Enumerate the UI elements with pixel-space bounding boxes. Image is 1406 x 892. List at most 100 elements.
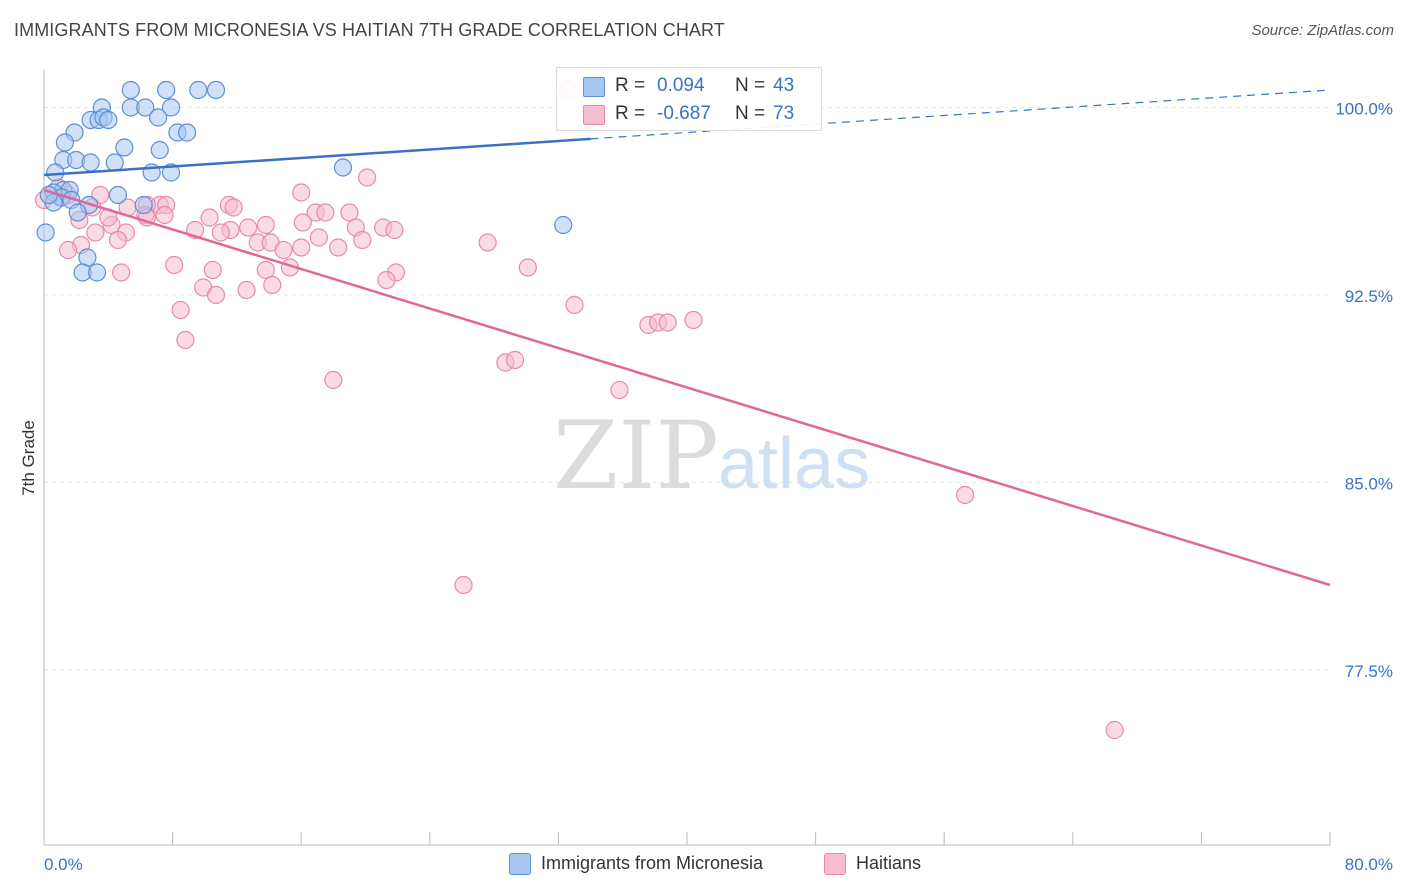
- chart-title: IMMIGRANTS FROM MICRONESIA VS HAITIAN 7T…: [14, 20, 725, 40]
- x-axis-tick-labels: 0.0% 80.0%: [44, 855, 1393, 874]
- data-point[interactable]: [59, 240, 78, 260]
- r-label: R =: [615, 103, 646, 124]
- data-point[interactable]: [256, 260, 275, 280]
- micronesia-swatch-icon: [583, 77, 605, 97]
- data-point[interactable]: [115, 138, 134, 157]
- data-point[interactable]: [237, 280, 256, 300]
- legend-label: Haitians: [856, 853, 922, 873]
- watermark: ZIP atlas: [553, 402, 870, 511]
- data-point[interactable]: [39, 185, 58, 205]
- data-point[interactable]: [377, 270, 396, 290]
- y-tick-label: 85.0%: [1345, 475, 1393, 494]
- data-point[interactable]: [293, 213, 312, 232]
- series-micronesia-points: [36, 80, 573, 282]
- data-point[interactable]: [309, 228, 328, 247]
- data-point[interactable]: [200, 208, 219, 227]
- data-point[interactable]: [87, 263, 107, 282]
- data-point[interactable]: [329, 238, 348, 257]
- legend-label: Immigrants from Micronesia: [541, 853, 764, 873]
- stats-row-haitians: R = -0.687 N = 73: [557, 100, 821, 128]
- data-point[interactable]: [292, 183, 311, 202]
- data-point[interactable]: [316, 203, 335, 222]
- data-point[interactable]: [358, 168, 377, 187]
- y-tick-label: 77.5%: [1345, 662, 1393, 681]
- data-point[interactable]: [239, 218, 258, 237]
- data-point[interactable]: [149, 108, 168, 127]
- n-value: 73: [773, 103, 795, 124]
- data-point[interactable]: [333, 158, 353, 177]
- data-point[interactable]: [211, 223, 230, 242]
- data-point[interactable]: [454, 575, 473, 595]
- n-value: 43: [773, 75, 795, 96]
- data-point[interactable]: [161, 163, 181, 182]
- data-point[interactable]: [203, 260, 222, 280]
- data-point[interactable]: [324, 370, 343, 390]
- data-point[interactable]: [518, 258, 537, 277]
- data-point[interactable]: [150, 140, 169, 160]
- data-point[interactable]: [206, 285, 226, 305]
- source-credit: Source: ZipAtlas.com: [1251, 22, 1394, 39]
- data-point[interactable]: [78, 248, 97, 267]
- stats-legend: R = 0.094 N = 43 R = -0.687 N = 73: [556, 67, 822, 131]
- trend-line-haitians: [43, 188, 1331, 587]
- y-tick-label: 100.0%: [1335, 100, 1393, 119]
- data-point[interactable]: [224, 198, 243, 217]
- data-point[interactable]: [176, 330, 195, 350]
- data-point[interactable]: [55, 133, 74, 152]
- r-label: R =: [615, 75, 646, 96]
- data-point[interactable]: [165, 255, 184, 275]
- data-point[interactable]: [68, 203, 87, 222]
- data-point[interactable]: [206, 80, 226, 100]
- haitians-legend-swatch-icon: [824, 853, 846, 875]
- data-point[interactable]: [46, 163, 65, 182]
- x-tick-label: 80.0%: [1345, 855, 1393, 874]
- y-tick-label: 92.5%: [1345, 287, 1393, 306]
- data-point[interactable]: [108, 185, 128, 205]
- data-point[interactable]: [99, 110, 118, 130]
- data-point[interactable]: [36, 223, 55, 242]
- micronesia-legend-swatch-icon: [509, 853, 531, 875]
- data-point[interactable]: [554, 215, 573, 235]
- data-point[interactable]: [189, 80, 208, 100]
- data-point[interactable]: [86, 223, 105, 242]
- data-point[interactable]: [610, 380, 629, 400]
- data-point[interactable]: [684, 310, 703, 330]
- trend-lines: [43, 89, 1331, 587]
- data-point[interactable]: [1105, 720, 1124, 740]
- data-point[interactable]: [478, 233, 497, 252]
- data-point[interactable]: [505, 350, 525, 370]
- data-point[interactable]: [136, 98, 155, 117]
- data-point[interactable]: [81, 153, 100, 172]
- data-point[interactable]: [157, 80, 176, 100]
- data-point[interactable]: [340, 203, 359, 222]
- r-value: -0.687: [657, 103, 711, 124]
- stats-row-micronesia: R = 0.094 N = 43: [557, 72, 821, 100]
- data-point[interactable]: [292, 238, 311, 257]
- data-point[interactable]: [108, 230, 128, 250]
- data-point[interactable]: [565, 295, 584, 315]
- data-point[interactable]: [112, 263, 131, 282]
- data-point[interactable]: [121, 80, 140, 100]
- x-tick-label: 0.0%: [44, 855, 83, 874]
- data-point[interactable]: [155, 205, 174, 225]
- data-point[interactable]: [353, 230, 372, 250]
- trend-line-micronesia: [43, 137, 591, 177]
- n-label: N =: [735, 75, 766, 96]
- data-point[interactable]: [955, 485, 975, 505]
- trend-line-micronesia-extension: [590, 89, 1331, 140]
- data-point[interactable]: [263, 275, 282, 295]
- data-point[interactable]: [171, 300, 190, 320]
- data-point[interactable]: [161, 98, 181, 117]
- haitians-swatch-icon: [583, 105, 605, 125]
- data-point[interactable]: [105, 153, 124, 172]
- watermark-zip: ZIP: [553, 402, 719, 511]
- data-point[interactable]: [256, 215, 275, 235]
- data-point[interactable]: [177, 123, 197, 142]
- y-axis-label: 7th Grade: [19, 420, 38, 496]
- data-point[interactable]: [274, 240, 293, 260]
- data-point[interactable]: [658, 313, 677, 332]
- data-point[interactable]: [385, 220, 404, 240]
- data-point[interactable]: [134, 195, 153, 215]
- watermark-atlas: atlas: [718, 424, 870, 504]
